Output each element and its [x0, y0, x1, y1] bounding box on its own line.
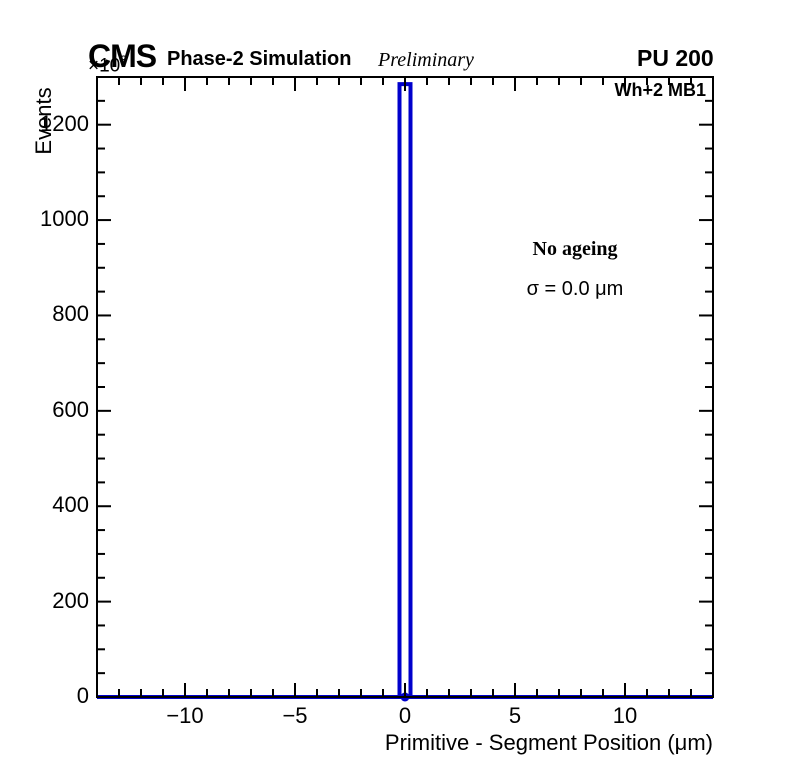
simulation-subtitle: Phase-2 Simulation [167, 48, 352, 70]
y-axis-exponent-prefix: ×10 [88, 55, 121, 77]
x-tick-label: 5 [508, 703, 522, 728]
pileup-label: PU 200 [637, 45, 714, 71]
x-tick-label: 10 [612, 703, 638, 728]
y-tick-label: 0 [76, 683, 89, 708]
y-axis-exponent: ×103 [88, 53, 127, 77]
plot-frame [96, 76, 714, 698]
x-tick-label: −5 [282, 703, 308, 728]
ageing-annotation: No ageing [532, 238, 618, 260]
preliminary-status: Preliminary [378, 49, 474, 71]
y-tick-label: 1000 [40, 206, 89, 232]
plot-background [97, 77, 713, 697]
x-axis-title: Primitive - Segment Position (μm) [384, 730, 713, 755]
cms-logo: CMS [88, 38, 157, 74]
region-label: Wh+2 MB1 [614, 80, 706, 100]
x-tick-label: 0 [398, 703, 412, 728]
y-tick-label: 400 [52, 492, 89, 518]
y-axis-exponent-power: 3 [120, 53, 127, 67]
y-tick-label: 800 [52, 301, 89, 327]
y-tick-label: 600 [52, 396, 89, 422]
y-tick-label: 1200 [40, 110, 89, 136]
y-tick-label: 200 [52, 587, 89, 613]
x-tick-label: −10 [166, 703, 204, 728]
sigma-annotation: σ = 0.0 μm [526, 278, 624, 300]
